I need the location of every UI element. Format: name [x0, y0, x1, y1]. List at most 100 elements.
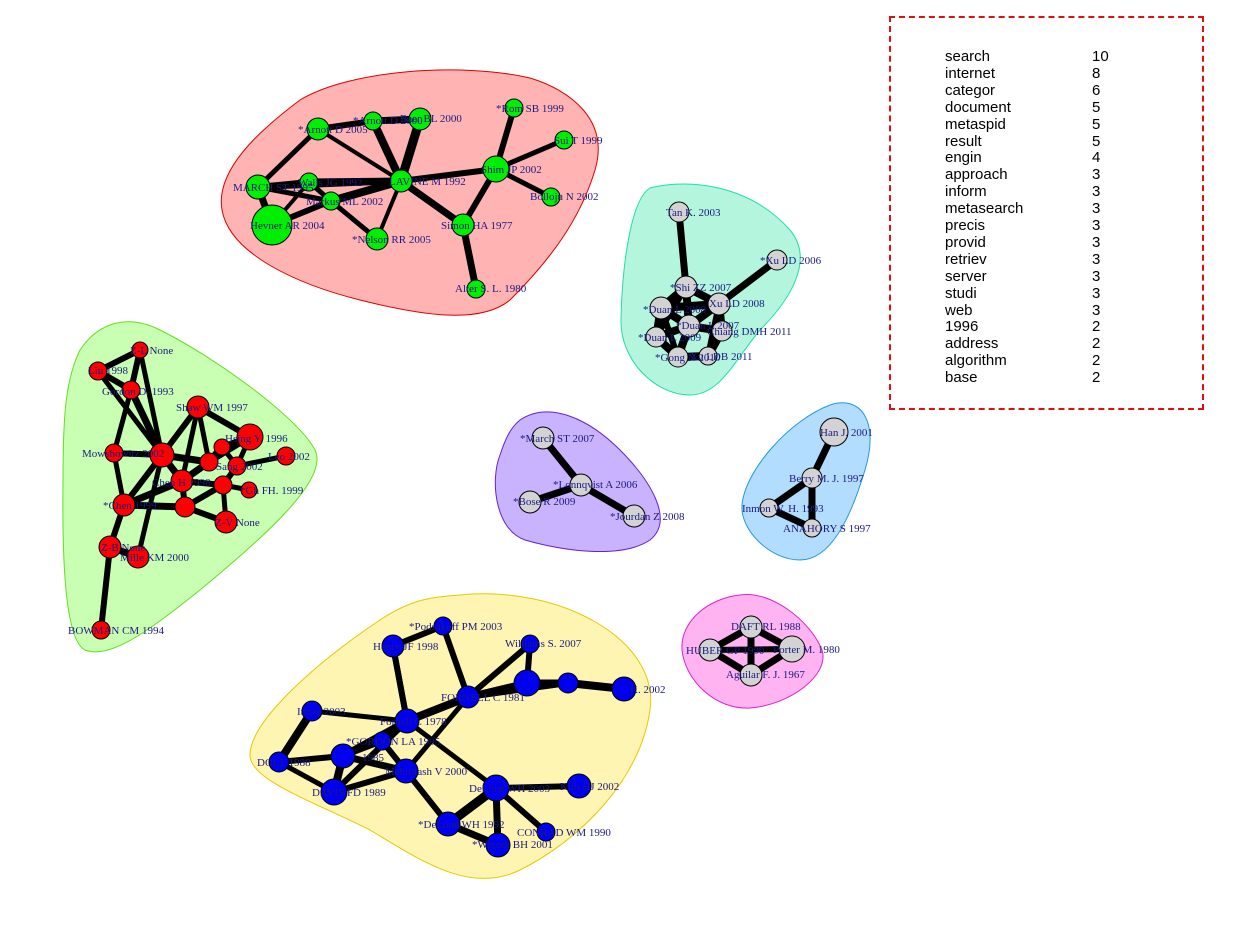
legend-count: 2 [1092, 369, 1101, 387]
edge-t1-t3 [675, 208, 690, 291]
legend-word: categor [945, 81, 996, 99]
node-r8[interactable] [227, 456, 247, 476]
node-s1[interactable] [819, 417, 849, 447]
node-r2[interactable] [88, 361, 108, 381]
node-s3[interactable] [759, 498, 779, 518]
node-g12[interactable] [541, 187, 561, 207]
node-b9[interactable] [394, 708, 420, 734]
node-k1[interactable] [739, 615, 763, 639]
node-b6[interactable] [611, 676, 637, 702]
node-g7[interactable] [299, 172, 319, 192]
node-b8[interactable] [301, 700, 323, 722]
node-r13[interactable] [98, 535, 122, 559]
node-r6[interactable] [104, 443, 124, 463]
node-t6[interactable] [677, 314, 701, 338]
node-r5[interactable] [236, 423, 264, 451]
node-label-r8: Sang 2002 [216, 461, 263, 473]
node-t9[interactable] [667, 346, 689, 368]
node-b15[interactable] [482, 774, 510, 802]
node-b16[interactable] [566, 773, 592, 799]
node-g1[interactable] [306, 117, 330, 141]
node-r4[interactable] [186, 395, 210, 419]
node-r14[interactable] [126, 545, 150, 569]
node-t3[interactable] [674, 275, 698, 299]
node-r9[interactable] [170, 469, 194, 493]
node-label-g1: *Arnott D 2005 [298, 124, 368, 136]
node-b1[interactable] [433, 616, 453, 636]
node-t8[interactable] [645, 326, 667, 348]
node-b14[interactable] [320, 778, 348, 806]
node-r18[interactable] [213, 438, 231, 456]
node-t5[interactable] [707, 292, 731, 316]
node-label-r3: Gordon D. 1993 [102, 386, 174, 398]
node-r12[interactable] [214, 510, 238, 534]
node-b3[interactable] [520, 634, 540, 654]
node-r11[interactable] [112, 493, 136, 517]
node-r19[interactable] [174, 496, 196, 518]
node-label-s1: Han J. 2001 [820, 427, 873, 439]
node-b12[interactable] [330, 743, 356, 769]
node-g2[interactable] [363, 111, 383, 131]
node-r20[interactable] [213, 475, 233, 495]
legend-count: 2 [1092, 352, 1101, 370]
node-b18[interactable] [536, 822, 556, 842]
node-label-t9: *Gong N 2010 [655, 352, 721, 364]
legend-row: engin 4 [945, 149, 1100, 166]
node-t10[interactable] [698, 346, 718, 366]
edge-g8-g9 [398, 166, 499, 184]
node-r1[interactable] [131, 341, 149, 359]
node-g15[interactable] [466, 279, 486, 299]
legend-row: document 5 [945, 99, 1100, 116]
node-b11[interactable] [268, 751, 290, 773]
node-r16[interactable] [149, 442, 175, 468]
node-label-g11: Hevner AR 2004 [250, 220, 325, 232]
node-g14[interactable] [451, 213, 475, 237]
node-r10[interactable] [240, 481, 258, 499]
node-g8[interactable] [389, 169, 413, 193]
node-label-r5: Hsing Y. 1996 [225, 433, 288, 445]
legend-count: 10 [1092, 48, 1109, 65]
node-s4[interactable] [802, 518, 822, 538]
node-p3[interactable] [518, 490, 542, 514]
node-g4[interactable] [504, 98, 524, 118]
node-p4[interactable] [622, 504, 646, 528]
node-g5[interactable] [554, 130, 574, 150]
node-b10[interactable] [372, 731, 392, 751]
node-s2[interactable] [801, 467, 823, 489]
node-label-t2: *Xu LD 2006 [760, 255, 822, 267]
node-r17[interactable] [199, 452, 219, 472]
node-label-b10: *GORDON LA 1995 [346, 736, 441, 748]
legend-word: server [945, 267, 987, 285]
node-label-b12: 1985 [362, 752, 385, 764]
node-b17[interactable] [435, 811, 461, 837]
node-t1[interactable] [668, 201, 690, 223]
node-t2[interactable] [766, 249, 788, 271]
node-p2[interactable] [569, 473, 593, 497]
node-b7[interactable] [456, 685, 480, 709]
node-b4[interactable] [513, 669, 541, 697]
node-g10[interactable] [321, 191, 341, 211]
node-g11[interactable] [251, 204, 293, 246]
node-g13[interactable] [365, 227, 389, 251]
legend-box: search 10 internet 8 categor 6 document 5 metasp… [889, 16, 1204, 410]
node-k2[interactable] [698, 638, 722, 662]
node-r15[interactable] [91, 620, 111, 640]
node-label-b7: FORNELL C 1981 [441, 692, 525, 704]
node-p1[interactable] [531, 426, 555, 450]
node-b2[interactable] [381, 634, 405, 658]
node-label-r6: Mowshowitz 2002 [82, 448, 164, 460]
node-b5[interactable] [557, 672, 579, 694]
node-b19[interactable] [485, 832, 511, 858]
node-g3[interactable] [408, 107, 432, 131]
node-b13[interactable] [393, 758, 419, 784]
node-r3[interactable] [121, 380, 141, 400]
node-t7[interactable] [711, 320, 733, 342]
node-t4[interactable] [649, 296, 673, 320]
node-k3[interactable] [778, 635, 806, 663]
node-g9[interactable] [482, 155, 510, 183]
node-g6[interactable] [245, 174, 271, 200]
node-r7[interactable] [276, 446, 296, 466]
legend-count: 3 [1092, 301, 1101, 319]
node-k4[interactable] [739, 663, 763, 687]
legend-count: 2 [1092, 335, 1101, 353]
